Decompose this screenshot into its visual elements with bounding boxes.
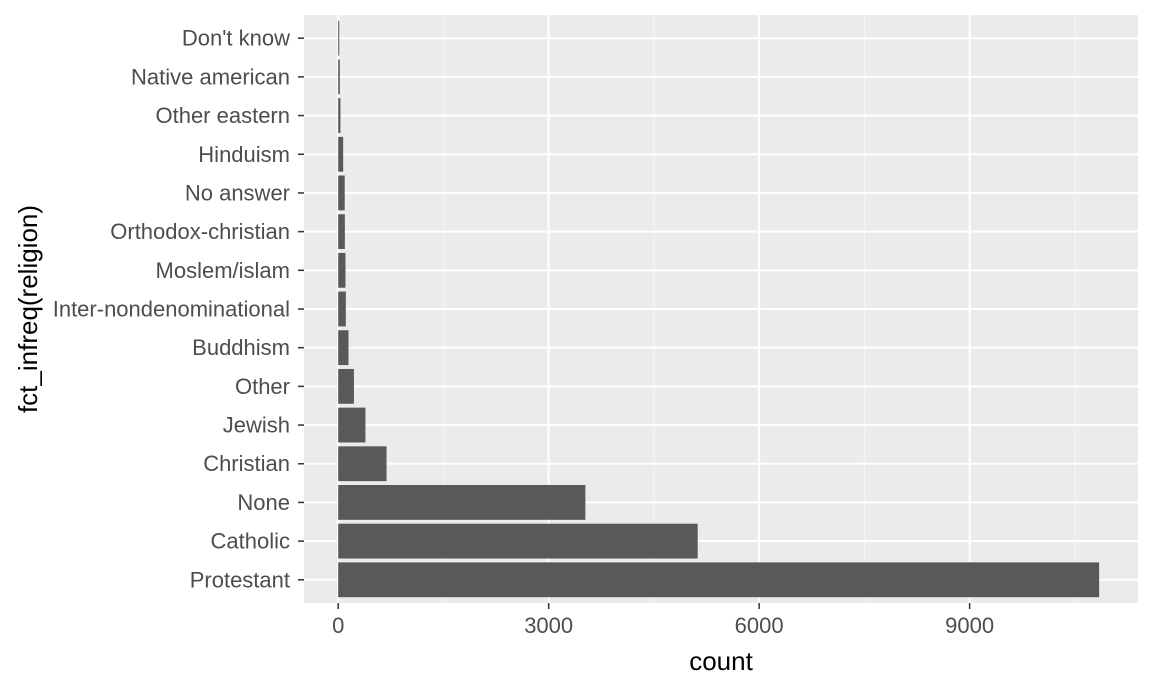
bar [338,523,698,559]
bars [338,20,1100,598]
y-tick-label: Native american [131,64,290,89]
bar [338,446,387,482]
y-tick-label: Moslem/islam [156,258,290,283]
y-tick-label: Other [235,374,290,399]
bar [338,562,1100,598]
bar [338,136,344,172]
y-tick-label: Inter-nondenominational [53,297,290,322]
y-tick-label: Buddhism [192,335,290,360]
x-tick-label: 9000 [945,613,994,638]
y-tick-label: No answer [185,180,290,205]
y-tick-label: Hinduism [198,142,290,167]
bar [338,330,349,366]
x-axis: 0 3000 6000 9000 [332,603,994,638]
y-tick-label: Other eastern [155,103,290,128]
bar [338,175,345,211]
y-tick-label: Jewish [223,413,290,438]
y-tick-label: Catholic [211,529,290,554]
x-tick-label: 3000 [524,613,573,638]
bar [338,252,346,288]
y-tick-label: Don't know [182,26,290,51]
bar [338,98,341,133]
bar [338,59,340,95]
x-tick-label: 0 [332,613,344,638]
x-axis-title: count [689,646,753,676]
y-tick-label: Protestant [190,567,290,592]
x-tick-label: 6000 [735,613,784,638]
bar [338,20,340,56]
bar [338,368,354,404]
y-tick-label: Orthodox-christian [110,219,290,244]
bar [338,485,586,520]
y-tick-label: None [237,490,290,515]
y-axis: Protestant Catholic None Christian Jewish Oth… [53,26,304,592]
bar [338,291,346,327]
bar [338,214,345,250]
bar [338,407,366,443]
y-axis-title: fct_infreq(religion) [13,205,43,413]
y-tick-label: Christian [203,451,290,476]
